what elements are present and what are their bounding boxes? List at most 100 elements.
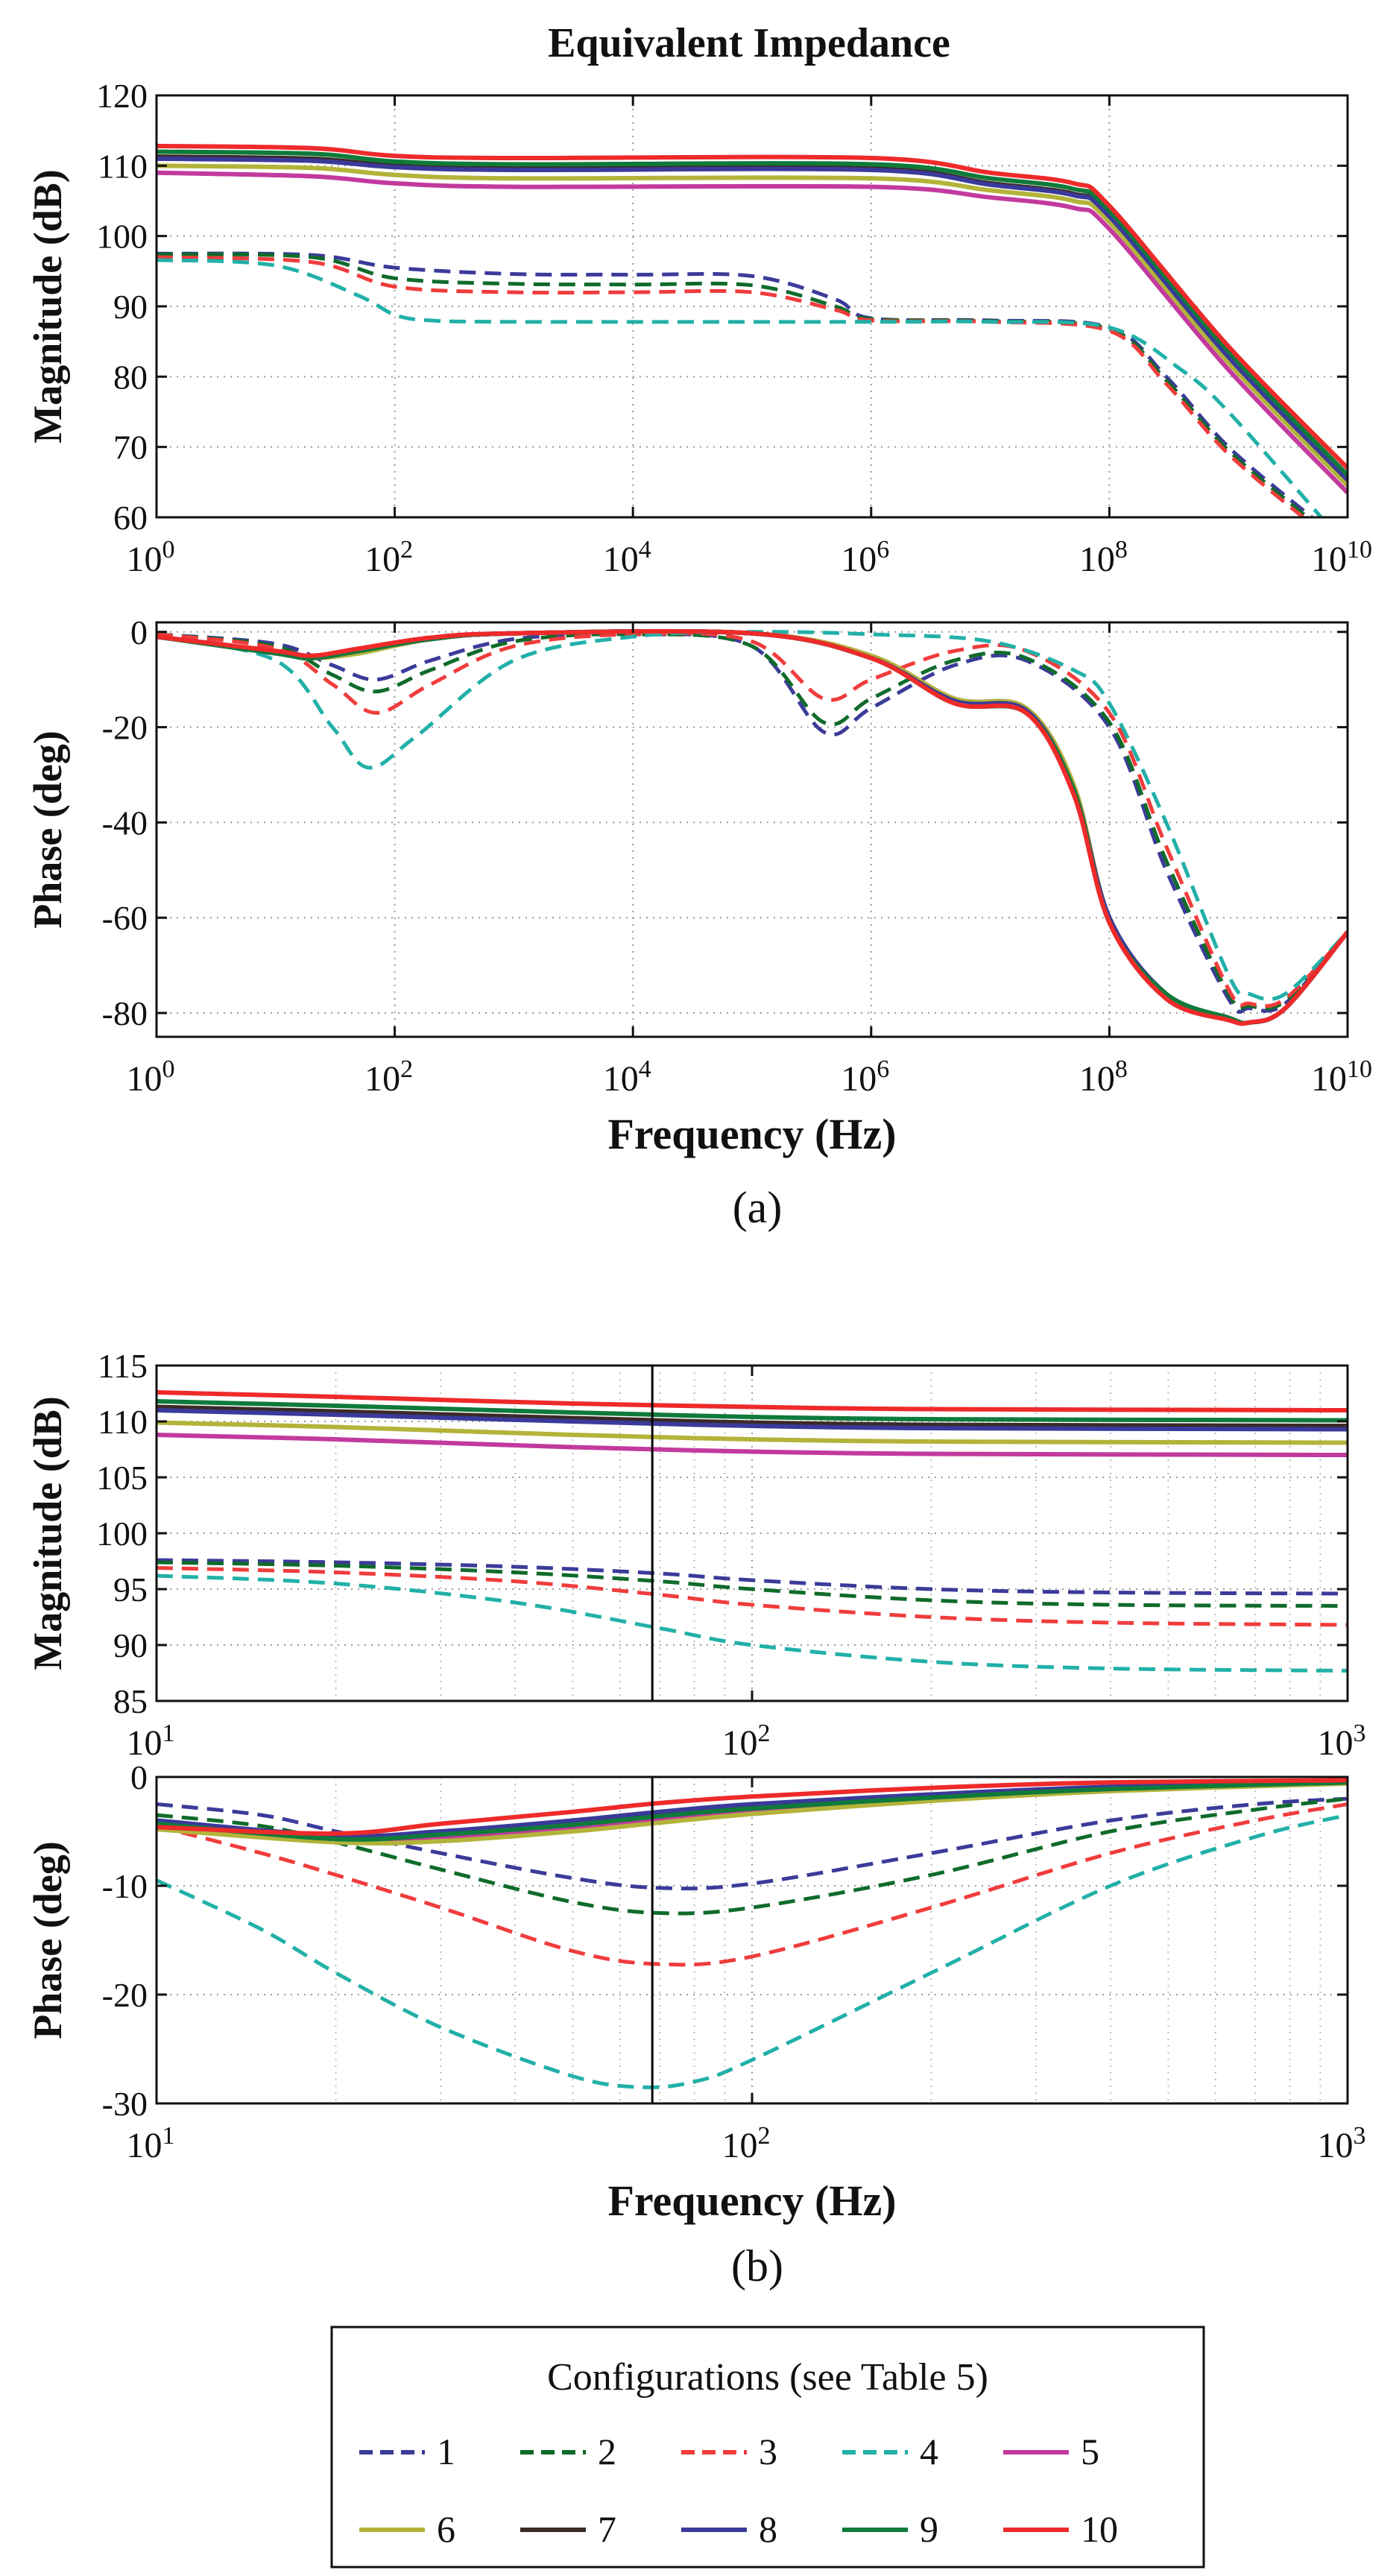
- legend-label-3: 3: [759, 2431, 777, 2472]
- x-tick-label: 102: [364, 536, 413, 580]
- y-tick-label: 90: [113, 288, 148, 326]
- series-line-4: [157, 1813, 1348, 2089]
- x-tick-exponent: 4: [639, 1055, 651, 1083]
- series-line-8: [157, 1408, 1348, 1432]
- y-tick-label: -30: [102, 2085, 148, 2123]
- series-group: [157, 143, 1348, 517]
- legend-frame: [330, 2326, 1205, 2569]
- x-tick-label: 1010: [1311, 1055, 1372, 1099]
- series-line-4: [157, 1573, 1348, 1673]
- series-line-6: [157, 1420, 1348, 1445]
- y-tick-label: -80: [102, 994, 148, 1032]
- x-tick-label: 100: [127, 1055, 175, 1099]
- series-line-2: [157, 252, 1311, 517]
- y-tick-label: -10: [102, 1867, 148, 1905]
- series-line-2: [157, 632, 1348, 1011]
- series-line-10: [157, 629, 1348, 1026]
- series-line-3: [157, 255, 1307, 517]
- y-tick-label: -20: [102, 1976, 148, 2014]
- x-tick-label: 104: [603, 536, 651, 580]
- series-line-3: [157, 1802, 1348, 1967]
- series-line-3: [157, 1566, 1348, 1627]
- series-group: [157, 1778, 1348, 2089]
- legend-label-9: 9: [920, 2508, 938, 2550]
- y-tick-label: 60: [113, 499, 148, 537]
- y-axis-label: Magnitude (dB): [25, 169, 70, 443]
- x-tick-label: 103: [1318, 1720, 1366, 1764]
- x-tick-exponent: 4: [639, 536, 651, 564]
- legend-label-7: 7: [598, 2508, 616, 2550]
- chart-b-magnitude: 101 102 103 85 90 95 100 105 110 115 Magnitude (dB…: [25, 1347, 1366, 1763]
- plot-frame: [155, 621, 1349, 1038]
- x-tick-exponent: 0: [162, 1055, 175, 1083]
- x-tick-exponent: 2: [758, 1720, 771, 1747]
- x-tick-label: 104: [603, 1055, 651, 1099]
- series-line-8: [157, 1778, 1348, 1839]
- legend-label-2: 2: [598, 2431, 616, 2472]
- y-tick-label: 110: [98, 147, 148, 185]
- x-tick-label: 103: [1318, 2122, 1366, 2166]
- legend: Configurations (see Table 5) 1 2 3 4 5 6 7 8 9 10: [330, 2326, 1205, 2569]
- x-tick-label: 102: [722, 1720, 771, 1764]
- figure-title: Equivalent Impedance: [548, 20, 950, 66]
- x-tick-label: 101: [127, 2122, 175, 2166]
- y-tick-label: 70: [113, 429, 148, 467]
- y-tick-label: 80: [113, 358, 148, 396]
- x-tick-exponent: 3: [1354, 2122, 1366, 2150]
- series-line-5: [157, 170, 1348, 495]
- series-line-4: [157, 630, 1348, 1002]
- series-line-9: [157, 1780, 1348, 1842]
- x-tick-label: 100: [127, 536, 175, 580]
- series-line-9: [157, 149, 1348, 477]
- x-tick-exponent: 3: [1354, 1720, 1366, 1747]
- chart-a-magnitude: 100 102 104 106 108 101060708090100110120Magn…: [25, 77, 1372, 579]
- x-tick-label: 108: [1079, 1055, 1128, 1099]
- series-line-9: [157, 1399, 1348, 1423]
- x-tick-exponent: 2: [758, 2122, 771, 2150]
- y-tick-label: 100: [96, 218, 148, 256]
- legend-title: Configurations (see Table 5): [547, 2356, 988, 2399]
- x-tick-exponent: 2: [400, 536, 413, 564]
- x-tick-label: 102: [722, 2122, 771, 2166]
- series-line-5: [157, 1433, 1348, 1457]
- x-tick-exponent: 8: [1115, 1055, 1128, 1083]
- x-tick-exponent: 6: [877, 1055, 889, 1083]
- series-group: [157, 1390, 1348, 1673]
- x-tick-exponent: 2: [400, 1055, 413, 1083]
- y-tick-label: -20: [102, 709, 148, 747]
- y-tick-label: 115: [98, 1347, 148, 1385]
- y-tick-label: -40: [102, 804, 148, 842]
- series-line-3: [157, 631, 1348, 1008]
- x-tick-label: 106: [841, 536, 889, 580]
- series-line-2: [157, 1560, 1348, 1608]
- x-tick-exponent: 10: [1347, 536, 1372, 564]
- series-group: [157, 628, 1348, 1026]
- legend-label-1: 1: [437, 2431, 455, 2472]
- x-tick-label: 1010: [1311, 536, 1372, 580]
- x-tick-label: 106: [841, 1055, 889, 1099]
- y-tick-label: 0: [130, 613, 148, 651]
- legend-label-4: 4: [920, 2431, 938, 2472]
- x-tick-label: 108: [1079, 536, 1128, 580]
- caption-a: (a): [733, 1183, 783, 1232]
- y-axis-label: Phase (deg): [25, 1841, 70, 2039]
- y-axis-label: Phase (deg): [25, 730, 70, 928]
- y-axis-label: Magnitude (dB): [25, 1396, 70, 1670]
- series-line-7: [157, 1404, 1348, 1428]
- x-tick-exponent: 1: [162, 2122, 175, 2150]
- legend-label-8: 8: [759, 2508, 777, 2550]
- legend-label-5: 5: [1081, 2431, 1099, 2472]
- plot-area: [157, 1777, 1348, 2103]
- series-line-10: [157, 143, 1348, 470]
- x-tick-label: 101: [127, 1720, 175, 1764]
- series-line-10: [157, 1390, 1348, 1412]
- x-tick-exponent: 8: [1115, 536, 1128, 564]
- x-tick-exponent: 1: [162, 1720, 175, 1747]
- series-line-1: [157, 1796, 1348, 1891]
- series-line-6: [157, 163, 1348, 487]
- x-tick-exponent: 10: [1347, 1055, 1372, 1083]
- series-line-1: [157, 251, 1313, 517]
- caption-b: (b): [731, 2241, 783, 2291]
- y-tick-label: 105: [96, 1459, 148, 1497]
